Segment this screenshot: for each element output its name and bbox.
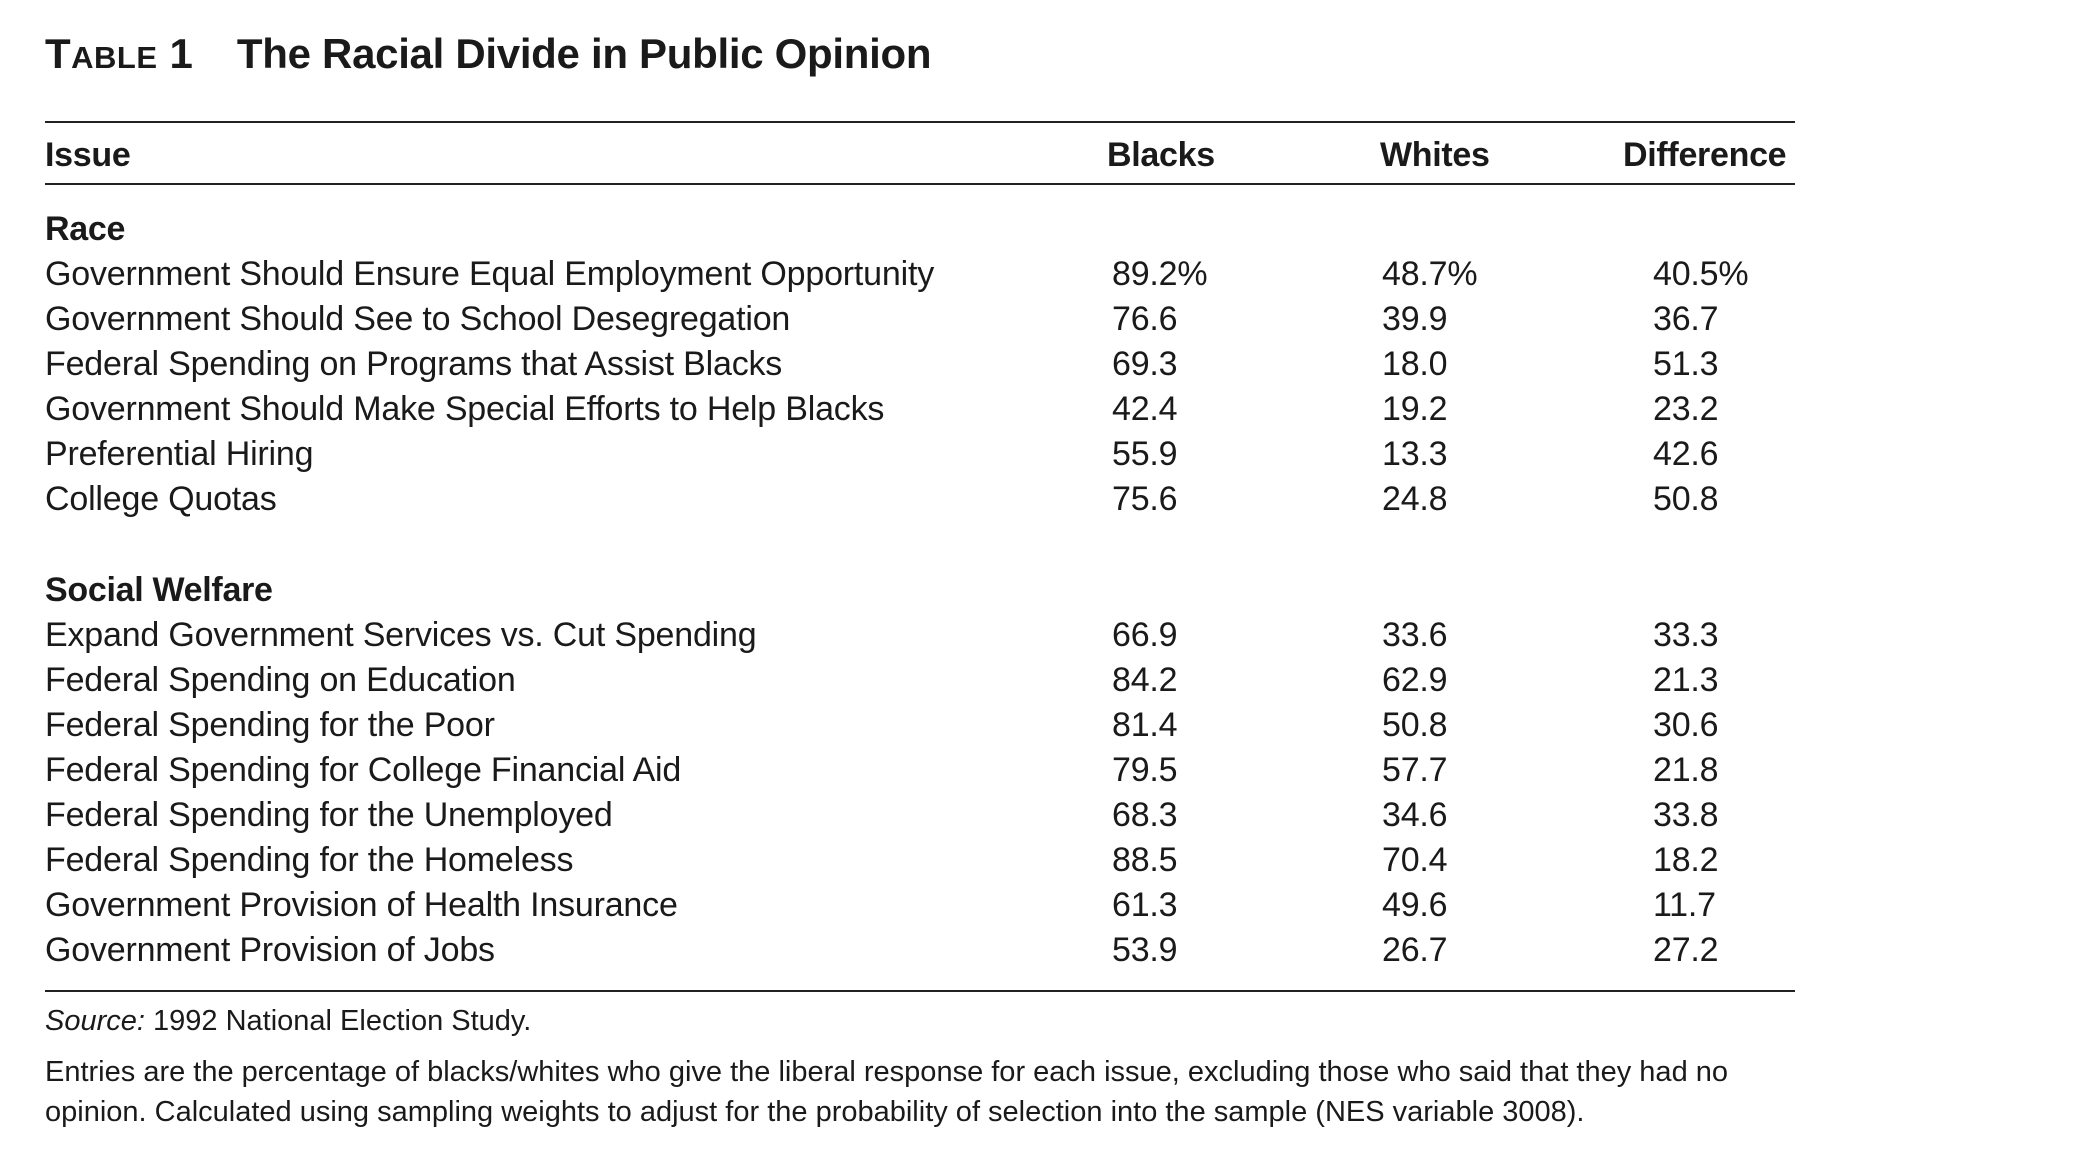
table-caption: TABLE 1 The Racial Divide in Public Opin… — [45, 30, 931, 82]
table-label-initial: T — [45, 30, 72, 77]
column-header-whites: Whites — [1380, 136, 1490, 174]
row-whites-value: 33.6 — [1382, 616, 1448, 654]
row-blacks-value: 84.2 — [1112, 661, 1178, 699]
row-issue: Federal Spending on Programs that Assist… — [45, 345, 783, 383]
row-whites-value: 49.6 — [1382, 886, 1448, 924]
row-difference-value: 33.8 — [1653, 796, 1719, 834]
table-row: Federal Spending for the Unemployed 68.3 3… — [45, 796, 1795, 841]
table-row: Government Provision of Health Insurance… — [45, 886, 1795, 931]
header-rule — [45, 183, 1795, 185]
row-blacks-value: 76.6 — [1112, 300, 1178, 338]
table-row: Federal Spending for the Poor 81.4 50.8 30.… — [45, 706, 1795, 751]
row-issue: Federal Spending on Education — [45, 661, 516, 699]
row-difference-value: 27.2 — [1653, 931, 1719, 969]
row-blacks-value: 89.2% — [1112, 255, 1208, 293]
table-note: Entries are the percentage of blacks/whi… — [45, 1056, 1729, 1128]
row-blacks-value: 75.6 — [1112, 480, 1178, 518]
bottom-rule — [45, 990, 1795, 992]
row-difference-value: 33.3 — [1653, 616, 1719, 654]
row-whites-value: 24.8 — [1382, 480, 1448, 518]
row-issue: Federal Spending for the Homeless — [45, 841, 574, 879]
row-issue: Preferential Hiring — [45, 435, 314, 473]
row-whites-value: 57.7 — [1382, 751, 1448, 789]
row-blacks-value: 61.3 — [1112, 886, 1178, 924]
table-title: The Racial Divide in Public Opinion — [236, 30, 932, 77]
table-label: TABLE — [45, 30, 158, 78]
table-row: Government Should Make Special Efforts t… — [45, 390, 1795, 435]
row-issue: Federal Spending for College Financial A… — [45, 751, 682, 789]
row-whites-value: 26.7 — [1382, 931, 1448, 969]
row-blacks-value: 55.9 — [1112, 435, 1178, 473]
section-title: Social Welfare — [45, 571, 273, 609]
table-row: Federal Spending on Education 84.2 62.9 21.… — [45, 661, 1795, 706]
row-whites-value: 34.6 — [1382, 796, 1448, 834]
row-difference-value: 21.8 — [1653, 751, 1719, 789]
row-issue: Federal Spending for the Unemployed — [45, 796, 613, 834]
row-blacks-value: 68.3 — [1112, 796, 1178, 834]
source-label: Source: — [45, 1005, 145, 1037]
row-issue: Government Should Ensure Equal Employmen… — [45, 255, 934, 293]
row-difference-value: 11.7 — [1653, 886, 1716, 924]
row-whites-value: 70.4 — [1382, 841, 1448, 879]
row-whites-value: 39.9 — [1382, 300, 1448, 338]
row-difference-value: 21.3 — [1653, 661, 1719, 699]
row-difference-value: 50.8 — [1653, 480, 1719, 518]
row-whites-value: 19.2 — [1382, 390, 1448, 428]
row-whites-value: 18.0 — [1382, 345, 1448, 383]
row-blacks-value: 79.5 — [1112, 751, 1178, 789]
row-blacks-value: 81.4 — [1112, 706, 1178, 744]
column-header-difference: Difference — [1623, 136, 1787, 174]
column-header-blacks: Blacks — [1107, 136, 1215, 174]
column-header-issue: Issue — [45, 136, 131, 174]
column-header-row: Issue Blacks Whites Difference — [45, 128, 1795, 178]
row-issue: Expand Government Services vs. Cut Spend… — [45, 616, 757, 654]
top-rule — [45, 121, 1795, 123]
row-difference-value: 23.2 — [1653, 390, 1719, 428]
table-row: Federal Spending on Programs that Assist… — [45, 345, 1795, 390]
row-whites-value: 62.9 — [1382, 661, 1448, 699]
table-row: Government Should See to School Desegreg… — [45, 300, 1795, 345]
row-difference-value: 42.6 — [1653, 435, 1719, 473]
table-row: Preferential Hiring 55.9 13.3 42.6 — [45, 435, 1795, 480]
row-difference-value: 30.6 — [1653, 706, 1719, 744]
row-blacks-value: 88.5 — [1112, 841, 1178, 879]
table-row: Federal Spending for the Homeless 88.5 70.… — [45, 841, 1795, 886]
row-blacks-value: 69.3 — [1112, 345, 1178, 383]
row-difference-value: 18.2 — [1653, 841, 1719, 879]
source-line: Source: 1992 National Election Study. — [45, 1005, 531, 1038]
row-issue: Government Provision of Health Insurance — [45, 886, 678, 924]
row-issue: Federal Spending for the Poor — [45, 706, 495, 744]
row-difference-value: 36.7 — [1653, 300, 1719, 338]
source-text: 1992 National Election Study. — [144, 1005, 532, 1037]
table-label-smallcaps: ABLE — [71, 40, 158, 75]
row-issue: Government Should See to School Desegreg… — [45, 300, 791, 338]
row-difference-value: 51.3 — [1653, 345, 1719, 383]
row-issue: Government Provision of Jobs — [45, 931, 495, 969]
row-difference-value: 40.5% — [1653, 255, 1749, 293]
table-row: Federal Spending for College Financial A… — [45, 751, 1795, 796]
row-issue: Government Should Make Special Efforts t… — [45, 390, 885, 428]
row-whites-value: 50.8 — [1382, 706, 1448, 744]
table-row: Government Provision of Jobs 53.9 26.7 27.2 — [45, 931, 1795, 976]
table-number: 1 — [169, 30, 193, 77]
row-whites-value: 13.3 — [1382, 435, 1448, 473]
row-blacks-value: 66.9 — [1112, 616, 1178, 654]
row-blacks-value: 42.4 — [1112, 390, 1178, 428]
row-whites-value: 48.7% — [1382, 255, 1478, 293]
section-title: Race — [45, 210, 126, 248]
row-issue: College Quotas — [45, 480, 277, 518]
row-blacks-value: 53.9 — [1112, 931, 1178, 969]
table-row: College Quotas 75.6 24.8 50.8 — [45, 480, 1795, 525]
table-row: Government Should Ensure Equal Employmen… — [45, 255, 1795, 300]
table-row: Expand Government Services vs. Cut Spend… — [45, 616, 1795, 661]
